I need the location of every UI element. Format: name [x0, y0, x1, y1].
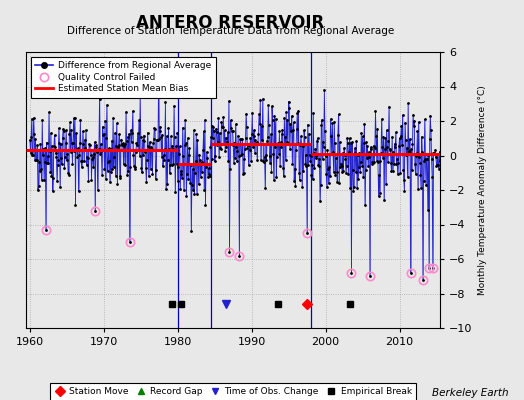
Text: Berkeley Earth: Berkeley Earth — [432, 388, 508, 398]
Text: ANTERO RESERVOIR: ANTERO RESERVOIR — [136, 14, 325, 32]
Legend: Station Move, Record Gap, Time of Obs. Change, Empirical Break: Station Move, Record Gap, Time of Obs. C… — [50, 383, 416, 400]
Text: Difference of Station Temperature Data from Regional Average: Difference of Station Temperature Data f… — [67, 26, 394, 36]
Y-axis label: Monthly Temperature Anomaly Difference (°C): Monthly Temperature Anomaly Difference (… — [478, 85, 487, 295]
